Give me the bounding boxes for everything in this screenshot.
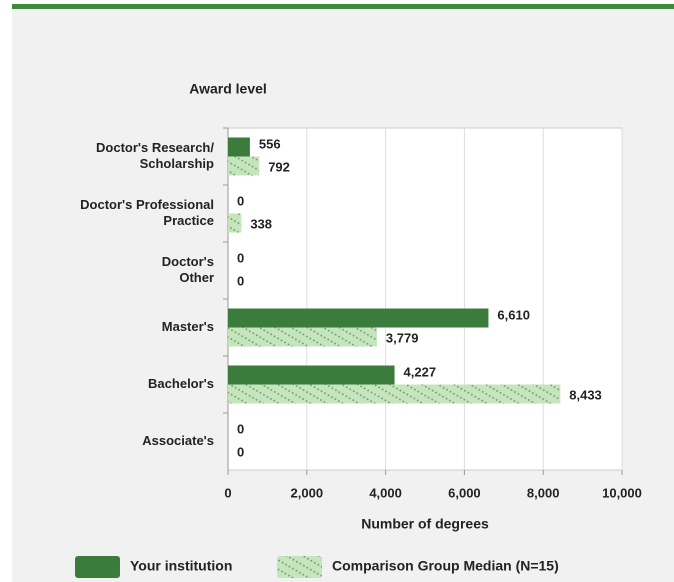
x-tick-label: 6,000: [448, 485, 481, 500]
y-tick-label: Practice: [163, 213, 214, 228]
bar: [228, 156, 260, 176]
x-tick-label: 2,000: [291, 485, 324, 500]
value-label: 4,227: [404, 364, 437, 379]
legend-label: Comparison Group Median (N=15): [332, 558, 559, 574]
value-label: 8,433: [569, 387, 602, 402]
y-tick-label: Other: [179, 270, 214, 285]
plot-area: [227, 127, 623, 471]
value-label: 338: [250, 216, 272, 231]
value-label: 6,610: [497, 307, 530, 322]
x-axis-title: Number of degrees: [361, 516, 489, 532]
x-tick-label: 0: [224, 485, 231, 500]
y-tick-label: Master's: [162, 319, 214, 334]
value-label: 0: [237, 250, 244, 265]
bar: [228, 213, 242, 233]
bar: [228, 384, 561, 404]
bar: [228, 308, 489, 328]
x-tick-label: 4,000: [369, 485, 402, 500]
y-tick-label: Doctor's: [162, 254, 214, 269]
x-tick-label: 10,000: [602, 485, 642, 500]
value-label: 556: [259, 136, 281, 151]
y-axis-title: Award level: [189, 81, 267, 97]
legend-swatch: [75, 556, 120, 578]
value-label: 792: [268, 159, 290, 174]
y-tick-label: Bachelor's: [148, 376, 214, 391]
x-tick-label: 8,000: [527, 485, 560, 500]
value-label: 0: [237, 273, 244, 288]
legend-swatch: [277, 556, 322, 578]
y-tick-label: Associate's: [142, 433, 214, 448]
bar: [228, 327, 377, 347]
value-label: 0: [237, 193, 244, 208]
y-tick-label: Scholarship: [140, 156, 214, 171]
top-bar: [12, 4, 674, 9]
y-tick-label: Doctor's Professional: [80, 197, 214, 212]
bar: [228, 137, 250, 157]
y-tick-label: Doctor's Research/: [96, 140, 214, 155]
value-label: 3,779: [386, 330, 419, 345]
legend-label: Your institution: [130, 558, 232, 574]
bar: [228, 365, 395, 385]
value-label: 0: [237, 421, 244, 436]
value-label: 0: [237, 444, 244, 459]
